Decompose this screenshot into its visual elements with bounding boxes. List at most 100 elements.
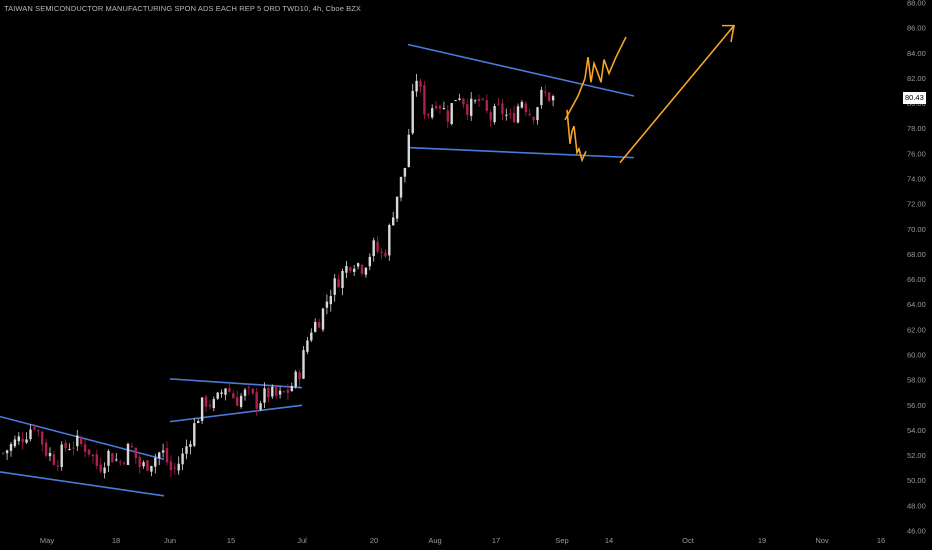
candle-body	[13, 439, 17, 447]
y-tick-label: 62.00	[907, 325, 926, 334]
candle-body	[95, 454, 98, 466]
candle-body	[368, 256, 371, 267]
y-tick-label: 82.00	[907, 74, 926, 83]
candle-body	[345, 266, 348, 273]
x-tick-label: 20	[370, 536, 378, 545]
candle-body	[458, 98, 461, 100]
y-tick-label: 58.00	[907, 376, 926, 385]
candle-body	[337, 279, 340, 288]
candle-body	[399, 176, 403, 198]
candle-body	[509, 113, 512, 115]
projection-pullback-path[interactable]	[566, 109, 587, 163]
candle-body	[419, 81, 422, 87]
y-tick-label: 68.00	[907, 250, 926, 259]
candle-body	[290, 385, 293, 392]
candle-body	[185, 446, 188, 454]
candle-body	[536, 107, 539, 121]
candle-body	[165, 448, 169, 463]
candle-body	[524, 103, 527, 113]
trendline[interactable]	[407, 43, 635, 97]
candle-body	[37, 430, 40, 432]
candle-body	[91, 454, 95, 457]
candle-body	[317, 322, 321, 328]
candle-body	[520, 101, 524, 108]
trendline[interactable]	[407, 146, 635, 159]
candle-body	[380, 251, 383, 253]
candle-body	[138, 456, 141, 467]
candle-body	[388, 225, 391, 256]
candle-body	[473, 100, 477, 102]
candle-body	[142, 462, 145, 467]
candle-body	[21, 438, 24, 443]
x-tick-label: 16	[877, 536, 885, 545]
candle-body	[99, 464, 102, 472]
candle-body	[489, 112, 492, 120]
candle-body	[239, 395, 243, 407]
candle-body	[204, 396, 208, 407]
candle-body	[224, 388, 227, 395]
candle-body	[2, 452, 5, 454]
y-tick-label: 56.00	[907, 401, 926, 410]
candle-body	[442, 108, 446, 110]
y-tick-label: 70.00	[907, 225, 926, 234]
candle-body	[154, 457, 157, 467]
x-tick-label: 17	[492, 536, 500, 545]
candle-body	[87, 449, 91, 455]
candle-body	[302, 350, 305, 379]
candle-body	[427, 114, 430, 116]
candle-body	[33, 427, 36, 430]
candle-body	[134, 447, 137, 459]
candle-body	[115, 459, 118, 461]
projection-drawings[interactable]	[564, 24, 735, 164]
candle-body	[434, 105, 438, 109]
x-tick-label: Aug	[428, 536, 441, 545]
x-tick-label: 15	[227, 536, 235, 545]
y-tick-label: 88.00	[907, 0, 926, 8]
candle-body	[255, 392, 258, 409]
x-tick-label: Nov	[815, 536, 829, 545]
candle-body	[259, 403, 262, 410]
candle-body	[181, 453, 184, 465]
candle-body	[349, 267, 352, 271]
price-axis[interactable]: 46.00 48.00 50.00 52.00 54.00 56.00 58.00 60.00…	[907, 0, 926, 536]
candle-body	[200, 397, 204, 421]
trendline[interactable]	[169, 378, 303, 389]
candle-body	[329, 296, 332, 305]
x-tick-label: 19	[758, 536, 766, 545]
candle-body	[298, 372, 301, 380]
candle-body	[493, 106, 496, 123]
trendline[interactable]	[169, 404, 303, 423]
candle-body	[411, 90, 414, 134]
candle-body	[173, 467, 176, 469]
candle-body	[189, 444, 192, 447]
candle-body	[236, 397, 239, 406]
projection-breakout-path[interactable]	[564, 36, 627, 121]
arrow-head-icon	[722, 24, 735, 43]
chart-title: TAIWAN SEMICONDUCTOR MANUFACTURING SPON …	[4, 4, 362, 13]
candle-body	[356, 263, 360, 267]
y-tick-label: 84.00	[907, 49, 926, 58]
candle-body	[119, 461, 122, 463]
trendline[interactable]	[0, 471, 165, 497]
y-tick-label: 72.00	[907, 200, 926, 209]
candle-body	[466, 104, 469, 115]
candle-body	[161, 450, 165, 453]
candle-body	[310, 332, 313, 341]
candle-body	[41, 431, 44, 445]
candle-body	[197, 421, 200, 424]
y-tick-label: 48.00	[907, 501, 926, 510]
candle-body	[169, 461, 173, 471]
trendlines[interactable]	[0, 43, 635, 497]
time-axis[interactable]: May 18 Jun 15 Jul 20 Aug 17 Sep 14 Oct 19 Nov 16	[40, 536, 885, 545]
x-tick-label: Jul	[297, 536, 307, 545]
candle-body	[158, 452, 161, 459]
candle-body	[353, 268, 356, 272]
y-tick-label: 74.00	[907, 175, 926, 184]
x-tick-label: Oct	[682, 536, 695, 545]
x-tick-label: Sep	[555, 536, 568, 545]
candle-body	[407, 134, 410, 167]
projection-arrow[interactable]	[619, 25, 735, 164]
candle-body	[150, 465, 153, 472]
candle-body	[216, 392, 219, 399]
